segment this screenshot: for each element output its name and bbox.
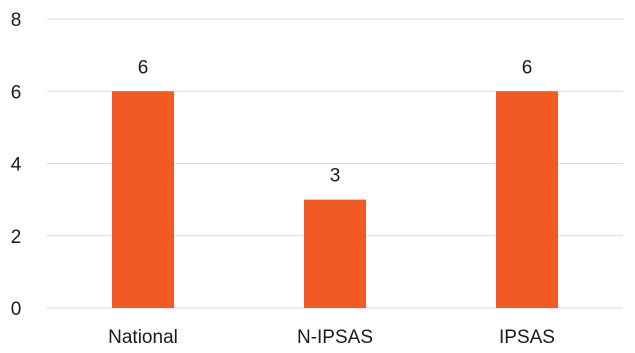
bars — [112, 91, 558, 308]
bar-ipsas — [496, 91, 558, 308]
x-axis-category-labels: National N-IPSAS IPSAS — [108, 327, 555, 348]
data-label: 6 — [138, 57, 149, 78]
bar-national — [112, 91, 174, 308]
y-tick-label: 2 — [11, 227, 22, 248]
category-label: IPSAS — [499, 327, 555, 348]
y-tick-label: 0 — [11, 299, 22, 320]
category-label: National — [108, 327, 178, 348]
y-tick-label: 6 — [11, 82, 22, 103]
data-label: 3 — [330, 166, 341, 187]
y-tick-label: 4 — [11, 155, 22, 176]
y-axis-tick-labels: 0 2 4 6 8 — [11, 10, 22, 320]
category-label: N-IPSAS — [297, 327, 373, 348]
data-labels: 6 3 6 — [138, 57, 533, 186]
bar-n-ipsas — [304, 199, 366, 308]
data-label: 6 — [522, 57, 533, 78]
y-tick-label: 8 — [11, 10, 22, 31]
